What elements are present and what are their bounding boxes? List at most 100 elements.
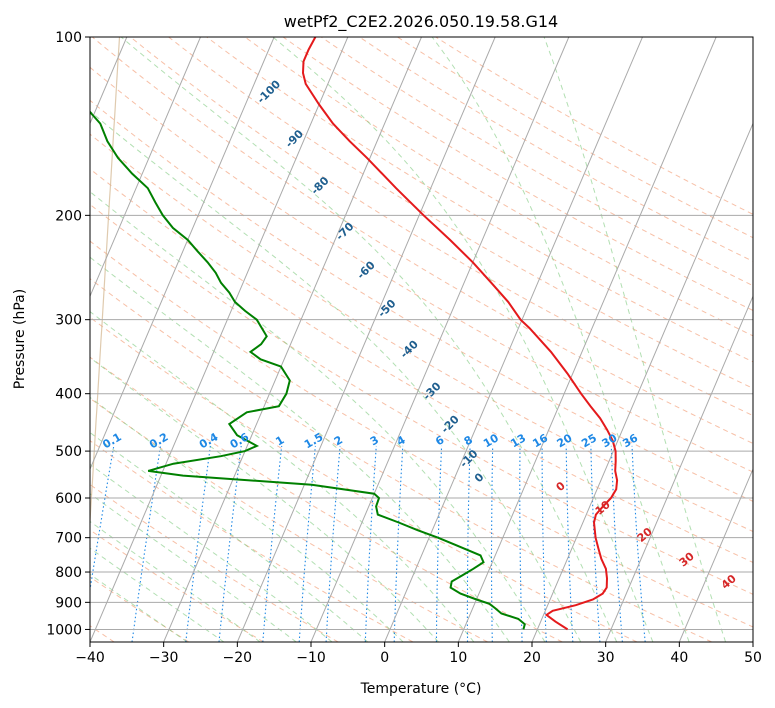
x-tick-label: −40 <box>75 650 105 666</box>
moist-adiabat-line <box>120 37 618 642</box>
isotherm-line <box>752 640 753 642</box>
plot-frame <box>89 36 754 643</box>
background-lines <box>31 37 753 642</box>
x-tick-label: −10 <box>296 650 326 666</box>
mixing-ratio-line <box>466 445 471 642</box>
isotherm-line <box>457 37 717 642</box>
dry-adiabat-label: -80 <box>308 174 331 197</box>
dry-adiabat-line <box>90 278 712 642</box>
isotherm-line <box>90 37 201 298</box>
isotherm-line <box>384 37 643 642</box>
dry-adiabat-line <box>90 576 190 642</box>
x-tick-label: 10 <box>449 650 467 666</box>
mixing-ratio-line <box>90 445 115 593</box>
mixing-ratio-label: 0.4 <box>197 430 221 451</box>
mixing-ratio-line <box>519 445 523 642</box>
dry-adiabat-label: -70 <box>333 220 356 243</box>
dry-adiabat-line <box>359 37 753 262</box>
isotherm-line <box>90 37 349 642</box>
isotherm-line <box>605 295 753 642</box>
x-tick-label: 30 <box>597 650 615 666</box>
y-tick-label: 700 <box>55 531 82 547</box>
mixing-ratio-line <box>435 445 443 642</box>
x-tick-label: 20 <box>523 650 541 666</box>
mixing-ratio-label: 36 <box>620 431 640 450</box>
mixing-ratio-line <box>298 445 316 642</box>
mixing-ratio-line <box>364 445 377 642</box>
mixing-ratio-line <box>541 445 547 642</box>
y-tick-label: 800 <box>55 565 82 581</box>
dry-adiabat-line <box>90 440 414 642</box>
moist-adiabat-line <box>272 37 654 642</box>
y-tick-label: 1000 <box>46 622 82 638</box>
mixing-ratio-line <box>218 445 242 642</box>
mixing-ratio-line <box>325 445 341 642</box>
mixing-ratio-label: 3 <box>368 433 381 448</box>
tan-isopleth-line <box>31 37 68 642</box>
moist-adiabat-line <box>90 191 546 642</box>
moist-adiabat-line <box>90 520 261 642</box>
mixing-ratio-label: 0.2 <box>147 430 170 451</box>
moist-adiabat-line <box>90 463 333 642</box>
moist-adiabat-line <box>90 256 510 642</box>
isotherm-line <box>310 37 570 642</box>
dry-adiabat-label: -20 <box>439 412 462 435</box>
dry-adiabat-label: -30 <box>420 379 443 402</box>
x-tick-label: 0 <box>380 650 389 666</box>
mixing-ratio-label: 10 <box>481 431 501 450</box>
dry-adiabat-label: -100 <box>255 77 284 106</box>
moist-adiabat-line <box>431 37 690 642</box>
moist-adiabat-line <box>90 547 225 642</box>
mixing-ratio-label: 25 <box>579 431 599 450</box>
y-tick-label: 300 <box>55 313 82 329</box>
mixing-ratio-line <box>393 445 404 642</box>
mixing-ratio-label: 30 <box>600 431 620 450</box>
dry-adiabat-line <box>91 37 753 444</box>
dry-adiabat-line <box>90 316 638 642</box>
dry-adiabat-label: -50 <box>375 297 398 320</box>
moist-adiabat-line <box>90 493 297 642</box>
mixing-ratio-line <box>565 445 574 642</box>
dry-adiabat-line <box>435 37 753 215</box>
isotherm-line <box>163 37 422 642</box>
x-axis-ticks: −40 −30 −20 −10 0 10 20 30 40 50 <box>75 642 762 666</box>
mixing-ratio-label: 13 <box>508 431 528 450</box>
mixing-ratio-line <box>490 445 494 642</box>
dry-adiabat-line <box>206 37 753 363</box>
y-tick-label: 400 <box>55 387 82 403</box>
moist-adiabat-line <box>90 110 582 642</box>
moist-adiabat-line <box>90 356 439 642</box>
isotherm-line <box>531 122 753 642</box>
mixing-ratio-label: 1 <box>273 433 286 448</box>
mixing-ratio-label: 6 <box>433 433 446 448</box>
grid-lines <box>90 37 753 642</box>
dry-adiabat-line <box>90 356 563 642</box>
x-axis-label: Temperature (°C) <box>360 681 482 697</box>
y-tick-label: 200 <box>55 208 82 224</box>
y-axis-label: Pressure (hPa) <box>12 289 28 389</box>
mixing-ratio-line <box>590 445 601 642</box>
mixing-ratio-line <box>610 445 623 642</box>
isotherm-line <box>236 37 496 642</box>
dry-adiabat-line <box>90 397 488 642</box>
dry-adiabat-line <box>320 37 753 287</box>
x-tick-label: 40 <box>670 650 688 666</box>
mixing-ratio-label: 20 <box>555 431 575 450</box>
moist-adiabat-line <box>90 573 188 642</box>
series-layer <box>90 37 619 631</box>
y-axis-ticks: 100 200 300 400 500 600 700 800 900 1000 <box>46 30 90 638</box>
x-tick-label: 50 <box>744 650 762 666</box>
mixing-ratio-label: 1.5 <box>302 430 325 451</box>
dry-adiabat-line <box>90 133 753 533</box>
mixing-ratio-label: 4 <box>394 433 407 448</box>
dry-adiabat-line <box>168 37 753 389</box>
moist-adiabat-line <box>90 431 369 642</box>
y-tick-label: 600 <box>55 491 82 507</box>
mixing-ratio-label: 0.1 <box>100 430 123 451</box>
dry-adiabat-label: -60 <box>354 258 377 281</box>
x-tick-label: −30 <box>149 650 179 666</box>
chart-title: wetPf2_C2E2.2026.050.19.58.G14 <box>284 12 558 32</box>
dewpoint-line <box>90 110 526 630</box>
moist-adiabat-line <box>90 310 475 642</box>
dry-adiabat-label: -90 <box>283 127 306 150</box>
